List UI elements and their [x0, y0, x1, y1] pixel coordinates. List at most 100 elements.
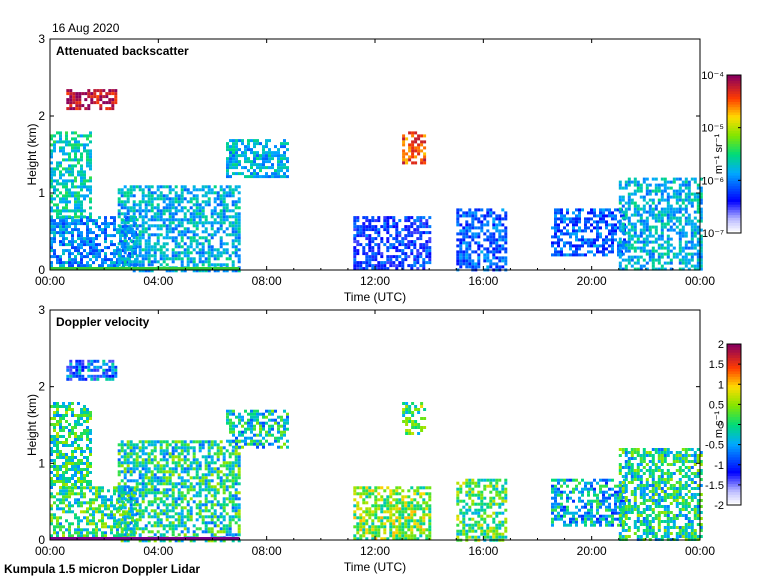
data-cell [362, 498, 366, 502]
data-cell [183, 524, 187, 528]
data-cell [228, 185, 232, 189]
data-cell [237, 524, 241, 528]
data-cell [117, 524, 121, 528]
data-cell [392, 489, 396, 493]
data-cell [62, 158, 65, 162]
data-cell [693, 243, 697, 247]
data-cell [180, 539, 184, 543]
data-cell [657, 186, 661, 190]
data-cell [404, 219, 408, 223]
data-cell [678, 198, 682, 202]
data-cell [68, 456, 71, 459]
data-cell [66, 101, 70, 105]
data-cell [141, 269, 145, 273]
data-cell [192, 440, 196, 444]
data-cell [222, 263, 226, 267]
data-cell [56, 179, 59, 183]
data-cell [53, 441, 56, 444]
data-cell [599, 232, 602, 236]
data-cell [611, 250, 614, 254]
data-cell [238, 163, 241, 167]
data-cell [672, 180, 676, 184]
data-cell [53, 444, 56, 447]
data-cell [259, 142, 262, 146]
data-cell [693, 216, 697, 220]
data-cell [147, 224, 151, 228]
data-cell [651, 261, 655, 265]
data-cell [207, 530, 211, 534]
data-cell [401, 510, 405, 514]
data-cell [462, 241, 466, 245]
data-cell [87, 365, 91, 369]
data-cell [159, 227, 163, 231]
data-cell [596, 223, 599, 227]
data-cell [102, 359, 106, 363]
data-cell [59, 417, 62, 420]
data-cell [174, 200, 178, 204]
data-cell [380, 504, 384, 508]
data-cell [274, 436, 277, 440]
data-cell [411, 155, 415, 159]
data-cell [231, 260, 235, 264]
data-cell [80, 231, 83, 235]
data-cell [126, 212, 130, 216]
colorbar-step [727, 85, 741, 89]
data-cell [144, 452, 148, 456]
data-cell [93, 89, 97, 93]
data-cell [56, 522, 59, 526]
data-cell [244, 409, 247, 413]
data-cell [389, 489, 393, 493]
data-cell [71, 474, 74, 477]
data-cell [107, 225, 110, 229]
data-cell [180, 218, 184, 222]
colorbar-step [727, 164, 741, 168]
data-cell [56, 504, 59, 508]
data-cell [268, 442, 271, 446]
data-cell [56, 231, 59, 235]
data-cell [681, 258, 685, 262]
data-cell [256, 139, 259, 143]
data-cell [389, 525, 393, 529]
data-cell [572, 250, 575, 254]
data-cell [392, 246, 396, 250]
data-cell [141, 485, 145, 489]
data-cell [92, 249, 95, 253]
data-cell [572, 253, 575, 257]
data-cell [138, 230, 142, 234]
data-cell [114, 101, 118, 105]
data-cell [618, 228, 622, 232]
data-cell [113, 504, 116, 508]
data-cell [50, 222, 53, 226]
data-cell [398, 519, 402, 523]
data-cell [141, 227, 145, 231]
data-cell [174, 251, 178, 255]
data-cell [416, 216, 420, 220]
data-cell [353, 216, 357, 220]
data-cell [195, 215, 199, 219]
data-cell [165, 452, 169, 456]
data-cell [171, 515, 175, 519]
data-cell [116, 507, 119, 511]
data-cell [89, 264, 92, 268]
data-cell [92, 243, 95, 247]
data-cell [87, 95, 91, 99]
data-cell [238, 433, 241, 437]
data-cell [678, 192, 682, 196]
data-cell [53, 188, 56, 192]
data-cell [89, 152, 92, 156]
data-cell [621, 198, 625, 202]
data-cell [286, 169, 289, 173]
data-cell [213, 233, 217, 237]
data-cell [168, 527, 172, 531]
data-cell [504, 217, 508, 221]
data-cell [71, 252, 74, 256]
data-cell [113, 516, 116, 520]
data-cell [666, 261, 670, 265]
data-cell [480, 208, 484, 212]
data-cell [89, 438, 92, 441]
data-cell [159, 539, 163, 543]
data-cell [123, 185, 127, 189]
data-cell [380, 225, 384, 229]
data-cell [204, 464, 208, 468]
data-cell [234, 497, 238, 501]
